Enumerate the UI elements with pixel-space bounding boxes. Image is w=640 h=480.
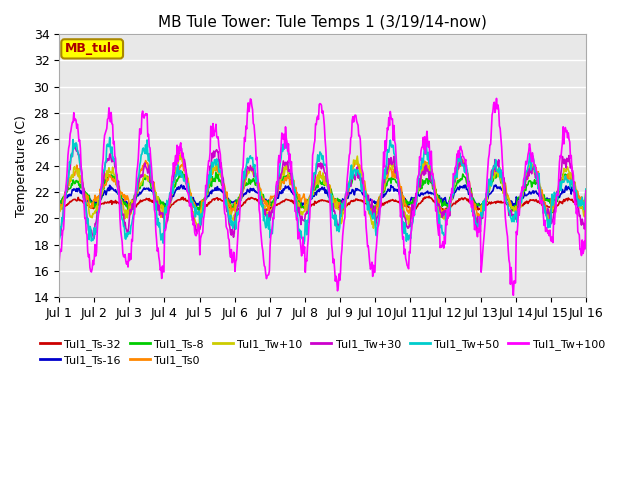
Text: MB_tule: MB_tule — [65, 42, 120, 55]
Legend: Tul1_Ts-32, Tul1_Ts-16, Tul1_Ts-8, Tul1_Ts0, Tul1_Tw+10, Tul1_Tw+30, Tul1_Tw+50,: Tul1_Ts-32, Tul1_Ts-16, Tul1_Ts-8, Tul1_… — [35, 335, 610, 371]
Y-axis label: Temperature (C): Temperature (C) — [15, 115, 28, 216]
Title: MB Tule Tower: Tule Temps 1 (3/19/14-now): MB Tule Tower: Tule Temps 1 (3/19/14-now… — [158, 15, 487, 30]
